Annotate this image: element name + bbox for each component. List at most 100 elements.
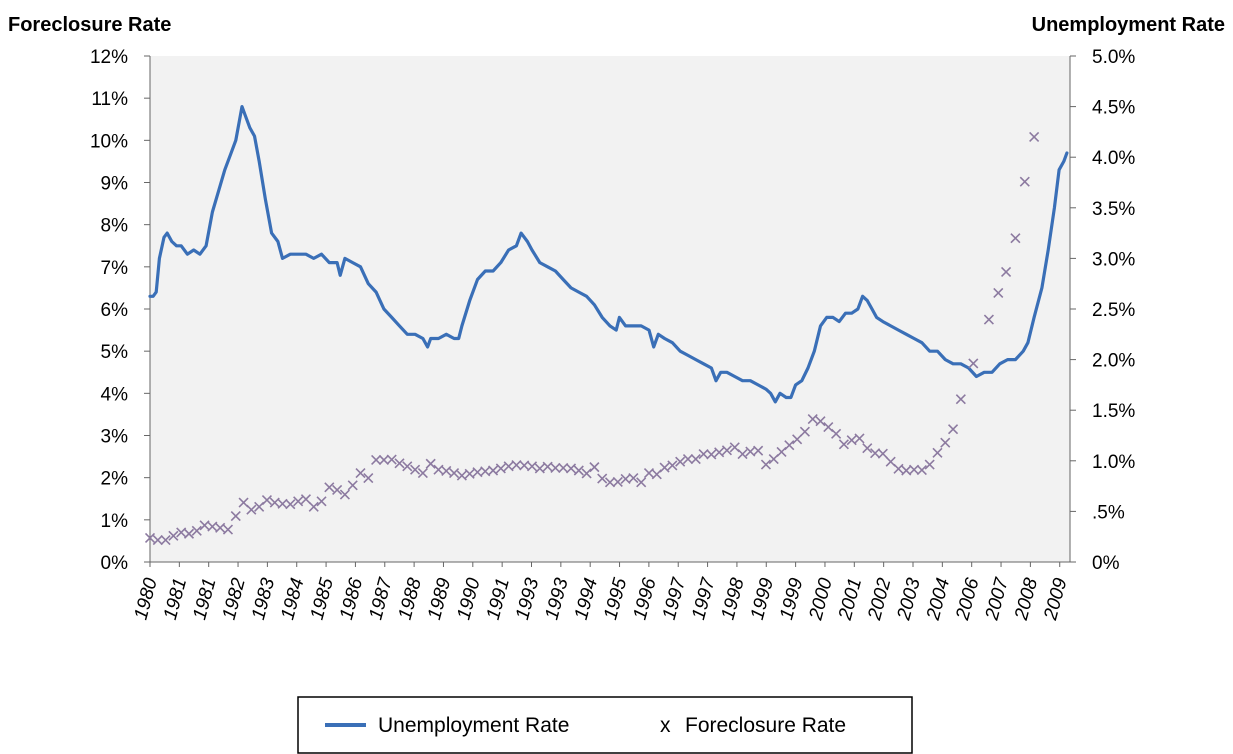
foreclosure-point	[152, 535, 163, 546]
x-tick-label: 1997	[688, 574, 720, 622]
foreclosure-point	[932, 447, 943, 458]
x-tick-label: 1998	[718, 575, 749, 622]
foreclosure-point	[573, 465, 584, 476]
foreclosure-point	[675, 456, 686, 467]
foreclosure-point	[682, 454, 694, 465]
foreclosure-point	[862, 443, 873, 454]
foreclosure-point	[191, 525, 202, 536]
foreclosure-point	[441, 465, 452, 476]
x-tick-label: 1993	[512, 575, 543, 622]
foreclosure-point	[628, 473, 639, 484]
y-left-tick-label: 11%	[91, 89, 128, 110]
x-tick-label: 1980	[131, 575, 162, 622]
foreclosure-point	[503, 461, 514, 472]
x-tick-label: 2001	[835, 576, 866, 623]
foreclosure-point	[877, 448, 888, 459]
foreclosure-point	[363, 473, 374, 484]
foreclosure-point	[667, 460, 678, 471]
foreclosure-point	[526, 461, 538, 472]
foreclosure-point	[815, 416, 826, 427]
foreclosure-point	[1010, 233, 1021, 244]
foreclosure-point	[332, 484, 343, 495]
x-tick-label: 2007	[981, 574, 1013, 623]
x-tick-label: 1997	[659, 574, 691, 622]
y-right-axis-title: Unemployment Rate	[1032, 14, 1225, 36]
foreclosure-point	[993, 287, 1004, 299]
y-right-tick-label: 4.5%	[1092, 98, 1135, 119]
foreclosure-point	[168, 530, 179, 541]
y-left-tick-label: 9%	[101, 174, 129, 195]
y-right-tick-label: .5%	[1092, 502, 1125, 523]
foreclosure-point	[246, 504, 257, 515]
y-left-tick-label: 5%	[101, 342, 129, 363]
foreclosure-point	[144, 532, 156, 544]
x-axis-ticks: 1980198119811982198319841985198619871988…	[131, 562, 1072, 623]
x-tick-label: 2002	[864, 575, 896, 623]
foreclosure-point	[183, 528, 195, 539]
foreclosure-point	[947, 424, 959, 435]
foreclosure-point	[597, 473, 608, 484]
foreclosure-point	[612, 476, 623, 487]
foreclosure-point	[308, 501, 319, 512]
foreclosure-point	[449, 467, 460, 479]
foreclosure-point	[760, 459, 771, 470]
x-tick-label: 2008	[1011, 575, 1043, 623]
foreclosure-point	[737, 448, 748, 460]
y-left-axis-title: Foreclosure Rate	[8, 14, 171, 36]
x-tick-label: 1999	[776, 575, 807, 622]
x-tick-label: 1981	[189, 576, 220, 622]
y-right-tick-label: 1.0%	[1092, 452, 1135, 473]
foreclosure-point	[870, 448, 881, 459]
foreclosure-point	[495, 463, 506, 474]
foreclosure-point	[581, 468, 592, 479]
foreclosure-point	[425, 458, 436, 469]
foreclosure-point	[417, 467, 428, 479]
x-tick-label: 1996	[629, 575, 660, 622]
foreclosure-point	[1019, 176, 1030, 187]
foreclosure-point	[230, 510, 241, 522]
foreclosure-point	[534, 463, 545, 474]
foreclosure-point	[643, 467, 655, 479]
legend-box	[297, 696, 913, 754]
foreclosure-point	[207, 521, 218, 532]
y-right-tick-label: 4.0%	[1092, 148, 1135, 169]
y-right-tick-label: 0%	[1092, 553, 1120, 574]
legend-unemployment-label: Unemployment Rate	[378, 714, 569, 737]
foreclosure-point	[698, 448, 709, 460]
y-left-tick-label: 8%	[101, 216, 129, 237]
x-tick-label: 1989	[424, 575, 455, 622]
y-left-tick-label: 7%	[101, 258, 129, 279]
y-right-tick-label: 1.5%	[1092, 401, 1135, 422]
x-tick-label: 1990	[453, 575, 484, 622]
y-left-tick-label: 0%	[101, 553, 129, 574]
y-left-tick-label: 1%	[101, 511, 129, 532]
y-right-ticks: 0% .5% 1.0% 1.5% 2.0% 2.5% 3.0% 3.5% 4.0% 4.5% 5.0…	[1070, 47, 1135, 574]
foreclosure-point	[940, 437, 951, 448]
x-tick-label: 1982	[219, 575, 250, 622]
foreclosure-point	[269, 497, 280, 508]
x-tick-label: 1986	[336, 575, 367, 622]
y-right-tick-label: 3.5%	[1092, 199, 1135, 220]
foreclosure-point	[784, 440, 795, 451]
legend-foreclosure-marker: x	[660, 714, 671, 737]
foreclosure-point	[1001, 266, 1012, 277]
foreclosure-point	[968, 358, 979, 369]
foreclosure-point	[215, 522, 226, 533]
y-left-tick-label: 12%	[90, 47, 128, 68]
foreclosure-point	[983, 314, 994, 325]
foreclosure-point	[316, 496, 327, 507]
foreclosure-point	[924, 459, 935, 470]
foreclosure-point	[410, 464, 421, 475]
x-tick-label: 1999	[747, 575, 778, 622]
foreclosure-point	[339, 489, 350, 500]
x-tick-label: 2009	[1040, 575, 1072, 623]
foreclosure-point	[838, 439, 849, 450]
foreclosure-point	[347, 480, 358, 491]
foreclosure-point	[558, 462, 569, 474]
foreclosure-point	[893, 463, 904, 474]
y-right-tick-label: 3.0%	[1092, 249, 1135, 270]
plot-area	[150, 56, 1070, 562]
x-tick-label: 2004	[923, 576, 954, 623]
x-tick-label: 1981	[160, 576, 191, 622]
